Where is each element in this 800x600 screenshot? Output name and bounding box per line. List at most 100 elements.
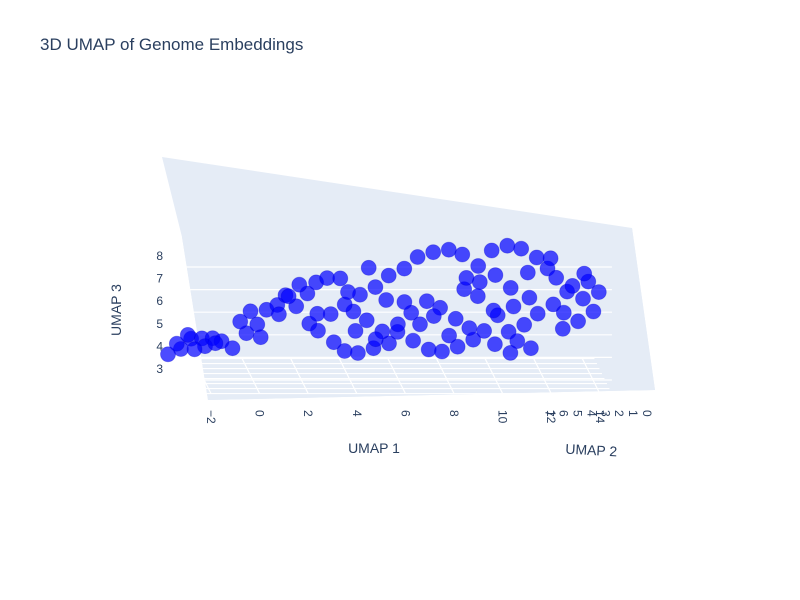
- x-grid-line-0: [192, 358, 212, 394]
- data-point: [485, 302, 502, 319]
- data-point: [575, 290, 591, 307]
- x-grid-line-4: [387, 358, 406, 394]
- data-point: [242, 303, 259, 320]
- data-point: [405, 332, 422, 349]
- data-point: [499, 237, 516, 254]
- data-point: [280, 288, 297, 305]
- data-point: [319, 270, 336, 287]
- y-tick-label: 1: [626, 410, 640, 417]
- x-tick-label: 4: [350, 410, 364, 417]
- data-point: [291, 276, 308, 293]
- x-axis-title: UMAP 1: [348, 440, 400, 456]
- data-point: [347, 322, 364, 339]
- data-point: [396, 260, 413, 277]
- data-point: [471, 274, 488, 291]
- data-point: [332, 270, 349, 287]
- data-point: [425, 244, 442, 261]
- data-points: [160, 237, 607, 363]
- y-tick-label: 2: [612, 410, 626, 417]
- data-point: [570, 313, 586, 330]
- data-point: [412, 316, 428, 333]
- z-tick-label: 8: [156, 249, 163, 263]
- z-tick-label: 3: [156, 362, 163, 376]
- data-point: [519, 264, 536, 281]
- data-point: [470, 258, 487, 274]
- z-tick-label: 5: [156, 317, 163, 331]
- x-tick-label: 12: [544, 410, 558, 424]
- x-tick-label: 6: [398, 410, 412, 417]
- data-point: [542, 250, 559, 267]
- data-point: [224, 340, 241, 357]
- z-tick-label: 7: [156, 272, 163, 286]
- data-point: [441, 327, 458, 344]
- x-grid-line-8: [581, 358, 601, 394]
- z-tick-label: 6: [156, 294, 163, 308]
- data-point: [476, 322, 493, 339]
- data-point: [447, 310, 464, 327]
- data-point: [576, 265, 593, 282]
- data-point: [336, 343, 353, 359]
- data-point: [309, 305, 326, 322]
- grid-lines: [157, 266, 612, 395]
- data-point: [458, 269, 475, 286]
- chart-title: 3D UMAP of Genome Embeddings: [40, 35, 303, 54]
- data-point: [160, 346, 176, 363]
- data-point: [360, 259, 377, 276]
- x-grid-line-3: [338, 358, 358, 394]
- data-point: [555, 304, 572, 321]
- data-point: [554, 320, 571, 337]
- data-point: [418, 293, 435, 310]
- data-point: [528, 249, 545, 266]
- x-tick-label: 14: [593, 410, 607, 424]
- data-point: [516, 316, 533, 333]
- x-grid-line-5: [435, 358, 455, 394]
- x-grid-line-6: [484, 358, 504, 394]
- x-tick-label: 8: [447, 410, 461, 417]
- data-point: [521, 289, 538, 306]
- z-axis-title: UMAP 3: [108, 284, 124, 336]
- data-point: [505, 298, 522, 315]
- data-point: [483, 242, 500, 259]
- y-tick-label: 0: [640, 410, 654, 417]
- x-grid-line-7: [533, 358, 552, 394]
- z-tick-labels: 3 4 5 6 7 8: [156, 249, 163, 376]
- data-point: [585, 303, 602, 320]
- data-point: [340, 284, 356, 300]
- data-point: [440, 241, 457, 258]
- data-point: [403, 304, 420, 321]
- data-point: [409, 249, 426, 265]
- data-point: [529, 305, 546, 322]
- data-point: [207, 335, 224, 352]
- data-point: [509, 333, 526, 350]
- data-point: [449, 338, 466, 355]
- data-point: [389, 316, 406, 333]
- data-point: [454, 246, 471, 263]
- data-point: [380, 267, 397, 284]
- y-tick-label: 6: [557, 410, 571, 417]
- data-point: [396, 294, 413, 310]
- data-point: [310, 322, 326, 339]
- data-point: [270, 306, 287, 323]
- y-tick-label: 7: [543, 410, 557, 417]
- data-point: [564, 277, 581, 294]
- data-point: [545, 296, 562, 313]
- data-point: [252, 329, 269, 346]
- data-point: [434, 343, 450, 360]
- data-point: [367, 331, 384, 348]
- x-grid-line-1: [241, 358, 261, 394]
- x-grid-line-2: [290, 358, 309, 394]
- data-point: [358, 312, 375, 329]
- data-point: [232, 313, 249, 330]
- data-point: [179, 326, 196, 343]
- data-point: [548, 269, 565, 286]
- y-axis-title: UMAP 2: [565, 441, 618, 460]
- x-tick-label: −2: [204, 410, 218, 424]
- x-tick-label: 0: [253, 410, 267, 417]
- data-point: [469, 288, 486, 305]
- x-tick-label: 2: [301, 410, 315, 417]
- x-tick-label: 10: [496, 410, 510, 424]
- data-point: [461, 320, 478, 337]
- data-point: [168, 335, 185, 352]
- data-point: [322, 306, 339, 323]
